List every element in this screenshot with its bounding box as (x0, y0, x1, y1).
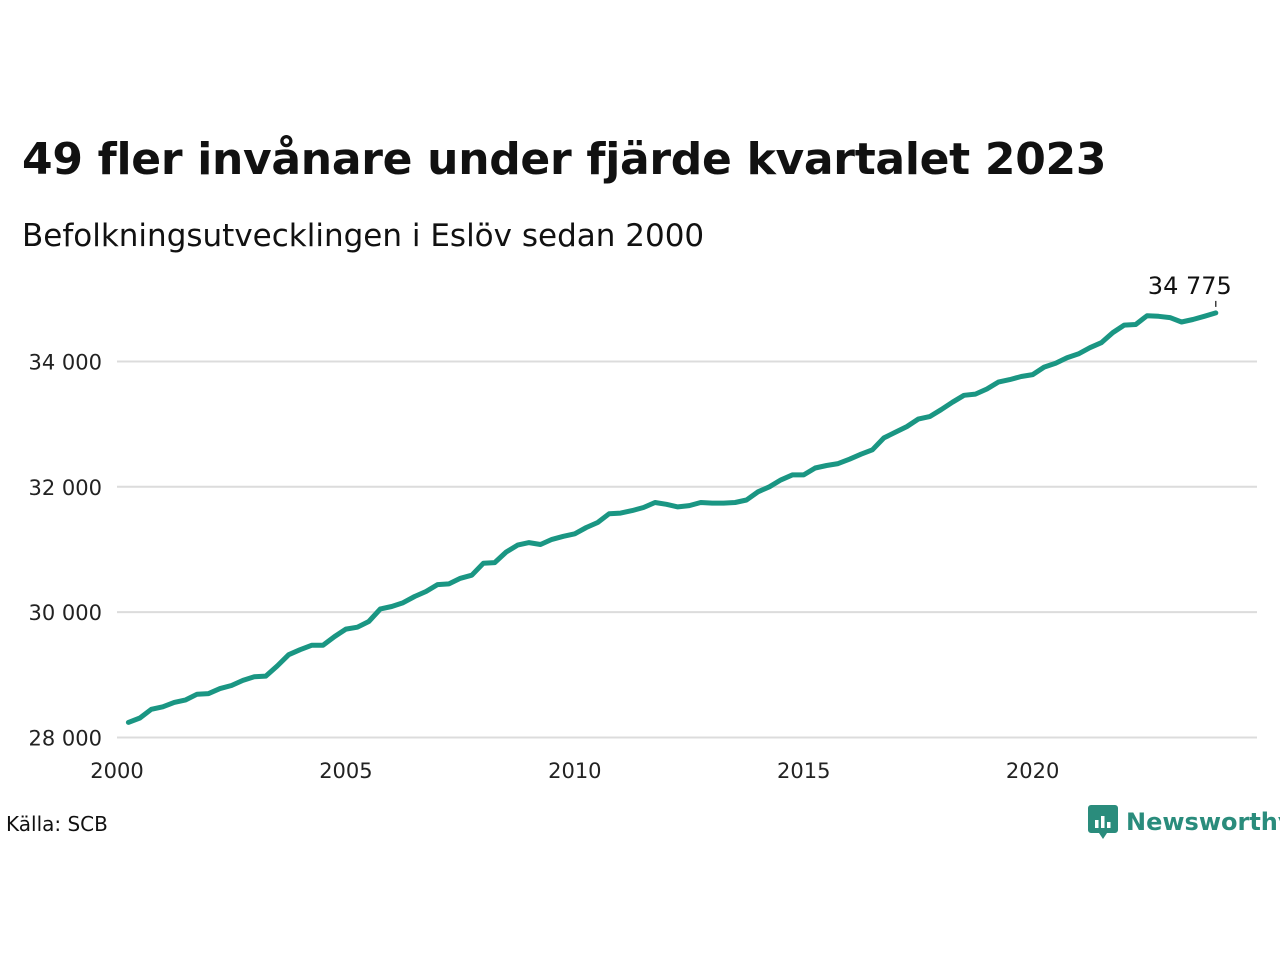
source-note: Källa: SCB (6, 812, 108, 836)
y-tick-label: 32 000 (29, 476, 102, 500)
series-line (125, 310, 1219, 725)
x-tick-label: 2020 (1006, 759, 1059, 783)
brand-logo: Newsworthy (1088, 805, 1280, 839)
chart-subtitle: Befolkningsutvecklingen i Eslöv sedan 20… (22, 218, 705, 254)
axis-labels: 28 000 30 000 32 000 34 000 2000 2005 2010 2015… (29, 350, 1060, 783)
newsworthy-logo-icon (1088, 805, 1118, 839)
end-value-label: 34 775 (1148, 272, 1232, 300)
x-tick-label: 2000 (90, 759, 143, 783)
y-tick-label: 28 000 (29, 726, 102, 750)
y-tick-label: 30 000 (29, 601, 102, 625)
x-tick-label: 2010 (548, 759, 601, 783)
y-tick-label: 34 000 (29, 350, 102, 374)
brand-name: Newsworthy (1126, 808, 1280, 836)
chart-title: 49 fler invånare under fjärde kvartalet … (22, 134, 1107, 185)
x-tick-label: 2005 (319, 759, 372, 783)
grid-lines (117, 360, 1257, 739)
x-tick-label: 2015 (777, 759, 830, 783)
